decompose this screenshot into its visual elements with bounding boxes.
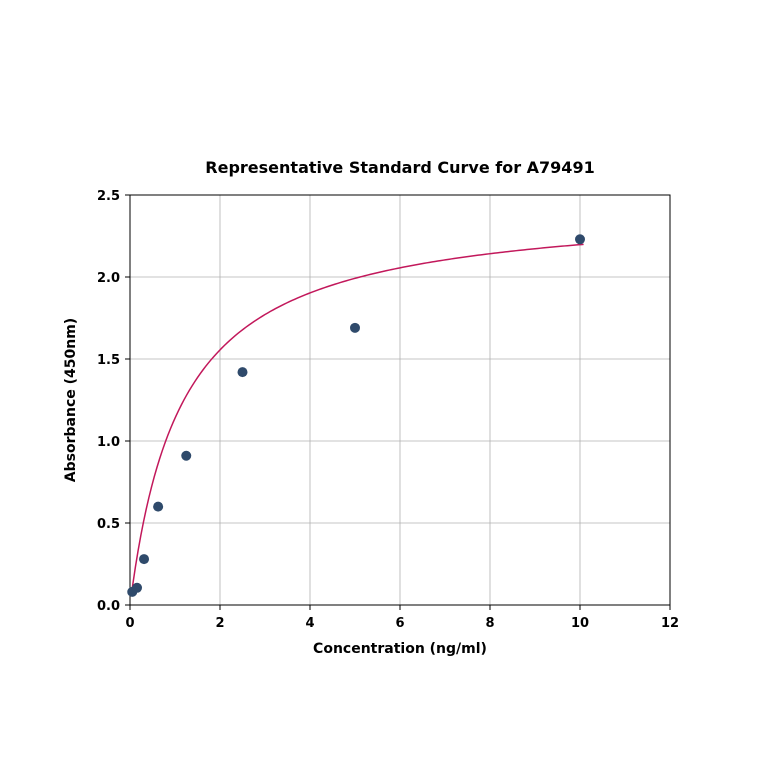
data-point [238, 367, 248, 377]
x-tick-label: 2 [215, 616, 224, 631]
data-point [139, 554, 149, 564]
y-tick-label: 1.5 [97, 353, 120, 368]
x-axis-label: Concentration (ng/ml) [313, 641, 487, 657]
data-point [153, 502, 163, 512]
x-tick-label: 6 [395, 616, 404, 631]
y-tick-label: 2.5 [97, 189, 120, 204]
y-tick-label: 0.5 [97, 517, 120, 532]
standard-curve-chart: 0 2 4 6 8 10 12 0.0 0.5 1.0 1.5 2.0 2.5 Concentration… [0, 0, 764, 764]
y-tick-label: 2.0 [97, 271, 120, 286]
data-point [575, 234, 585, 244]
data-point [132, 583, 142, 593]
x-tick-label: 8 [485, 616, 494, 631]
x-tick-label: 12 [661, 616, 679, 631]
chart-container: 0 2 4 6 8 10 12 0.0 0.5 1.0 1.5 2.0 2.5 Concentration… [0, 0, 764, 764]
x-tick-label: 10 [571, 616, 589, 631]
data-point [181, 451, 191, 461]
x-tick-label: 0 [125, 616, 134, 631]
data-point [350, 323, 360, 333]
y-tick-label: 0.0 [97, 599, 120, 614]
y-tick-label: 1.0 [97, 435, 120, 450]
chart-title: Representative Standard Curve for A79491 [205, 158, 594, 177]
y-axis-label: Absorbance (450nm) [63, 318, 79, 482]
x-tick-label: 4 [305, 616, 314, 631]
